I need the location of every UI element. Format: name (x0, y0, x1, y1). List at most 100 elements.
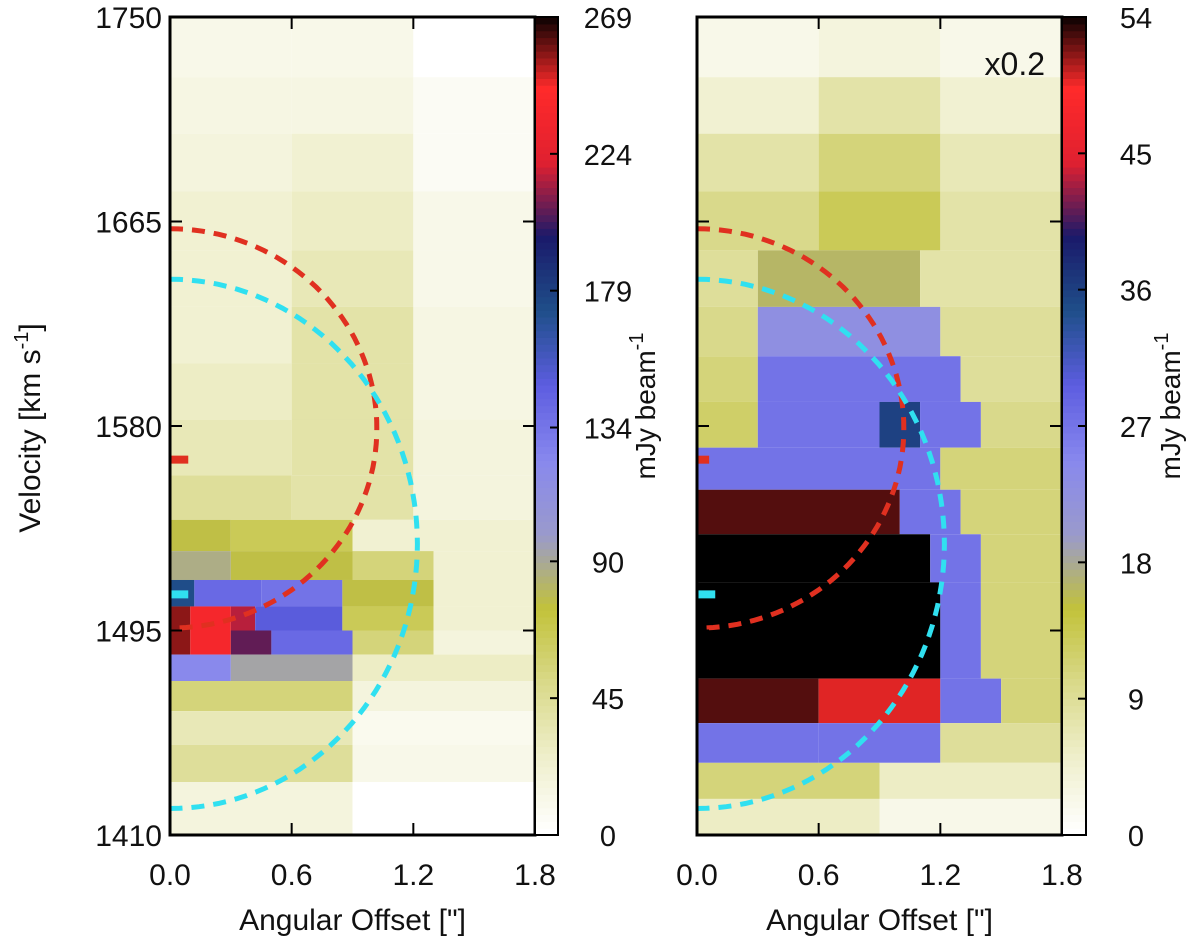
y-tick-label: 1495 (95, 616, 162, 649)
heatmap-cell (980, 630, 1062, 679)
colorbar-tick-label: 90 (592, 547, 624, 579)
colorbar-swatch (535, 821, 558, 829)
right-colorbar: 0 9 18 27 36 45 54 (1061, 3, 1152, 853)
colorbar-swatch (1062, 262, 1086, 270)
colorbar-swatch (1062, 650, 1086, 659)
colorbar-swatch (535, 44, 558, 52)
colorbar-tick-label: 134 (584, 414, 632, 446)
colorbar-swatch (535, 126, 558, 134)
colorbar-swatch (1062, 760, 1086, 768)
colorbar-swatch (535, 596, 558, 604)
heatmap-cell (940, 77, 1062, 134)
colorbar-swatch (535, 603, 558, 611)
heatmap-cell (940, 723, 1062, 763)
colorbar-swatch (535, 480, 558, 488)
colorbar-swatch (1062, 91, 1086, 100)
heatmap-cell (352, 744, 535, 783)
colorbar-swatch (1062, 426, 1086, 434)
heatmap-cell (291, 191, 414, 251)
colorbar-swatch (1062, 630, 1086, 638)
colorbar-swatch (535, 514, 558, 523)
heatmap-cell (230, 630, 272, 655)
x-tick-label: 1.8 (1041, 859, 1083, 892)
colorbar-swatch (535, 610, 558, 618)
colorbar-swatch (1062, 207, 1086, 216)
heatmap-cell (920, 401, 981, 448)
colorbar-swatch (535, 746, 558, 754)
colorbar-swatch (1062, 330, 1086, 338)
colorbar-swatch (1062, 57, 1086, 66)
colorbar-swatch (535, 828, 558, 836)
colorbar-swatch (1062, 657, 1086, 666)
colorbar-swatch (1062, 521, 1086, 529)
heatmap-cell (170, 606, 191, 631)
heatmap-cell (818, 723, 941, 763)
left-colorbar-label: mJy beam-1 (626, 333, 661, 480)
heatmap-cell (352, 519, 535, 552)
heatmap-cell (818, 133, 941, 192)
x-tick-label: 1.2 (919, 859, 961, 892)
colorbar-swatch (1062, 303, 1086, 311)
right-heatmap (697, 17, 1062, 835)
colorbar-swatch (535, 357, 558, 366)
x-tick-label: 0.6 (798, 859, 840, 892)
right-colorbar-label-sup: -1 (1151, 333, 1173, 351)
colorbar-swatch (535, 466, 558, 475)
heatmap-cell (230, 519, 353, 552)
colorbar-swatch (535, 248, 558, 257)
colorbar-swatch (535, 712, 558, 720)
heatmap-cell (697, 77, 819, 134)
colorbar-swatch (1062, 453, 1086, 461)
heatmap-cell (818, 77, 941, 134)
colorbar-swatch (535, 787, 558, 795)
colorbar-swatch (535, 269, 558, 277)
colorbar-swatch (1062, 807, 1086, 816)
right-contours (696, 226, 947, 811)
colorbar-tick-label: 0 (600, 821, 616, 853)
colorbar-swatch (1062, 569, 1086, 577)
heatmap-cell (818, 678, 941, 724)
colorbar-swatch (1062, 282, 1086, 291)
colorbar-swatch (535, 678, 558, 686)
colorbar-tick-label: 179 (584, 277, 632, 309)
heatmap-cell (291, 419, 414, 476)
colorbar-swatch (535, 98, 558, 107)
x-tick-label: 0.6 (271, 859, 313, 892)
colorbar-swatch (535, 623, 558, 632)
colorbar-swatch (1062, 480, 1086, 488)
colorbar-swatch (535, 337, 558, 345)
colorbar-swatch (535, 241, 558, 250)
heatmap-cell (413, 77, 535, 134)
colorbar-swatch (535, 412, 558, 420)
colorbar-swatch (1062, 419, 1086, 427)
heatmap-cell (170, 519, 231, 552)
y-tick-label: 1750 (95, 2, 162, 35)
colorbar-swatch (535, 221, 558, 229)
colorbar-swatch (1062, 78, 1086, 86)
right-colorbar-label-main: mJy beam (1155, 350, 1186, 479)
heatmap-cell (697, 401, 758, 448)
colorbar-swatch (535, 691, 558, 700)
colorbar-swatch (1062, 616, 1086, 625)
colorbar-swatch (1062, 439, 1086, 448)
colorbar-swatch (1062, 289, 1086, 298)
colorbar-swatch (535, 405, 558, 413)
colorbar-swatch (535, 323, 558, 332)
colorbar-swatch (1062, 412, 1086, 420)
colorbar-swatch (535, 637, 558, 645)
colorbar-swatch (535, 725, 558, 734)
colorbar-swatch (1062, 194, 1086, 202)
heatmap-cell (960, 489, 1062, 535)
heatmap-cell (271, 630, 353, 655)
heatmap-cell (291, 77, 414, 134)
heatmap-cell (291, 363, 414, 420)
heatmap-cell (697, 678, 819, 724)
heatmap-cell (255, 606, 343, 631)
heatmap-cell (697, 798, 880, 835)
colorbar-swatch (535, 794, 558, 802)
colorbar-swatch (1062, 780, 1086, 788)
colorbar-swatch (535, 739, 558, 747)
y-axis-title: Velocity [km s-1] (11, 323, 47, 533)
heatmap-cell (170, 654, 231, 682)
colorbar-swatch (1062, 37, 1086, 45)
